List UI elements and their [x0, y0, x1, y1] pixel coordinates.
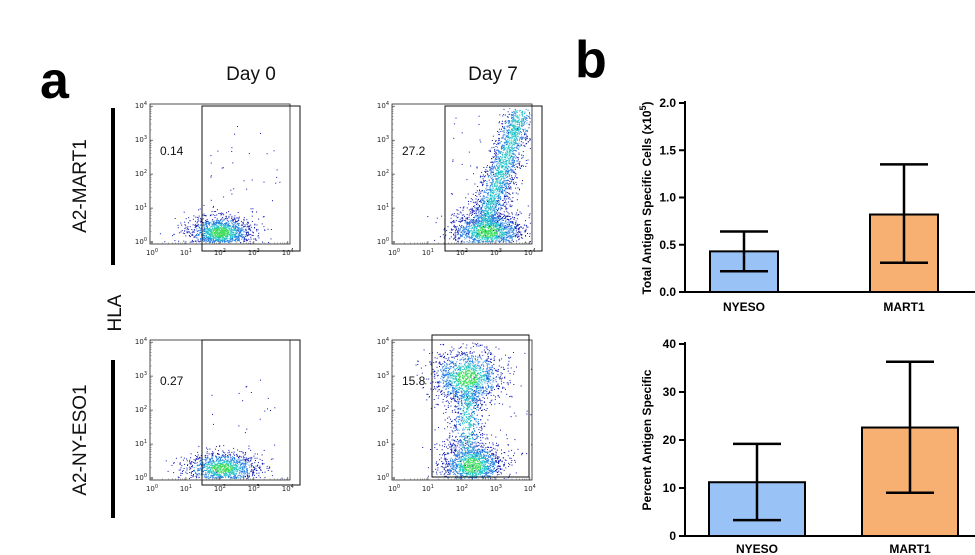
y-tick-label: 102	[135, 405, 147, 414]
y-tick-label: 30	[663, 385, 677, 399]
flow-plot-1: 0.14 100 100 101 101 102 102 103 103 104 104	[135, 101, 301, 257]
x-tick-label: 102	[214, 248, 226, 257]
x-tick-label: 104	[282, 484, 294, 493]
shared-axis-label-hla: HLA	[105, 294, 126, 331]
gate-percentage: 0.14	[160, 144, 184, 158]
x-tick-label: 104	[524, 484, 536, 493]
bar-chart-2: Percent Antigen Specific 0 10 20 30 40 NYESO MA…	[640, 337, 975, 555]
y-tick-label: 103	[135, 371, 147, 380]
category-label: NYESO	[736, 542, 778, 555]
flow-plot-3: 0.27 100 100 101 101 102 102 103 103 104 104	[135, 337, 301, 493]
y-tick-label: 100	[377, 473, 389, 482]
x-tick-label: 102	[456, 248, 468, 257]
y-tick-label: 104	[377, 101, 389, 110]
flow-density-dots	[427, 108, 533, 243]
flow-gate	[444, 105, 543, 252]
y-tick-label: 101	[135, 439, 147, 448]
y-tick-label: 104	[377, 337, 389, 346]
y-tick-label: 101	[377, 439, 389, 448]
x-tick-label: 103	[248, 248, 260, 257]
row-label-nyeso1: A2-NY-ESO1	[70, 384, 91, 495]
y-tick-label: 2.0	[659, 96, 676, 110]
flow-gate	[201, 339, 301, 486]
flow-density-dots	[415, 342, 533, 480]
y-tick-label: 103	[135, 135, 147, 144]
gate-percentage: 27.2	[402, 144, 426, 158]
y-tick-label: 1.5	[659, 143, 676, 157]
y-tick-label: 102	[377, 405, 389, 414]
y-tick-label: 103	[377, 135, 389, 144]
x-tick-label: 100	[146, 484, 158, 493]
x-tick-label: 100	[388, 484, 400, 493]
y-tick-label: 103	[377, 371, 389, 380]
y-tick-label: 102	[377, 169, 389, 178]
x-tick-label: 104	[524, 248, 536, 257]
x-tick-label: 100	[388, 248, 400, 257]
flow-gate	[201, 105, 301, 252]
y-tick-label: 101	[377, 203, 389, 212]
x-tick-label: 101	[180, 248, 192, 257]
x-tick-label: 103	[490, 484, 502, 493]
flow-gate	[431, 334, 530, 478]
x-tick-label: 102	[214, 484, 226, 493]
x-tick-label: 104	[282, 248, 294, 257]
flow-plot-2: 27.2 100 100 101 101 102 102 103 103 104 104	[377, 101, 543, 257]
gate-percentage: 0.27	[160, 374, 184, 388]
bar-chart-1: Total Antigen Specific Cells (x105) 0.0 0.…	[638, 96, 975, 314]
flow-plot-4: 15.8 100 100 101 101 102 102 103 103 104 104	[377, 334, 536, 493]
panel-b-label: b	[575, 31, 607, 89]
y-tick-label: 100	[377, 237, 389, 246]
y-tick-label: 10	[663, 481, 677, 495]
row-label-mart1: A2-MART1	[70, 139, 91, 233]
x-tick-label: 101	[180, 484, 192, 493]
y-tick-label: 0.0	[659, 285, 676, 299]
gate-percentage: 15.8	[402, 374, 426, 388]
y-tick-label: 101	[135, 203, 147, 212]
x-tick-label: 102	[456, 484, 468, 493]
y-tick-label: 100	[135, 473, 147, 482]
y-tick-label: 100	[135, 237, 147, 246]
category-label: NYESO	[723, 300, 765, 314]
y-tick-label: 1.0	[659, 191, 676, 205]
y-tick-label: 0	[669, 529, 676, 543]
column-title-day0: Day 0	[226, 64, 276, 85]
y-tick-label: 104	[135, 101, 147, 110]
y-tick-label: 0.5	[659, 238, 676, 252]
x-tick-label: 103	[248, 484, 260, 493]
panel-a-label: a	[40, 52, 70, 110]
y-tick-label: 20	[663, 433, 677, 447]
y-axis-label: Percent Antigen Specific	[640, 369, 654, 510]
y-tick-label: 102	[135, 169, 147, 178]
x-tick-label: 103	[490, 248, 502, 257]
y-axis-label: Total Antigen Specific Cells (x105)	[638, 101, 654, 294]
category-label: MART1	[883, 300, 925, 314]
column-title-day7: Day 7	[468, 64, 518, 85]
x-tick-label: 101	[422, 248, 434, 257]
flow-plot-frame	[149, 339, 291, 481]
flow-plots: 0.14 100 100 101 101 102 102 103 103 104 104 27.2 10…	[135, 101, 543, 493]
x-tick-label: 101	[422, 484, 434, 493]
category-label: MART1	[889, 542, 931, 555]
bar-charts: Total Antigen Specific Cells (x105) 0.0 0.…	[638, 96, 975, 555]
y-tick-label: 104	[135, 337, 147, 346]
flow-density-dots	[159, 126, 281, 245]
y-tick-label: 40	[663, 337, 677, 351]
x-tick-label: 100	[146, 248, 158, 257]
